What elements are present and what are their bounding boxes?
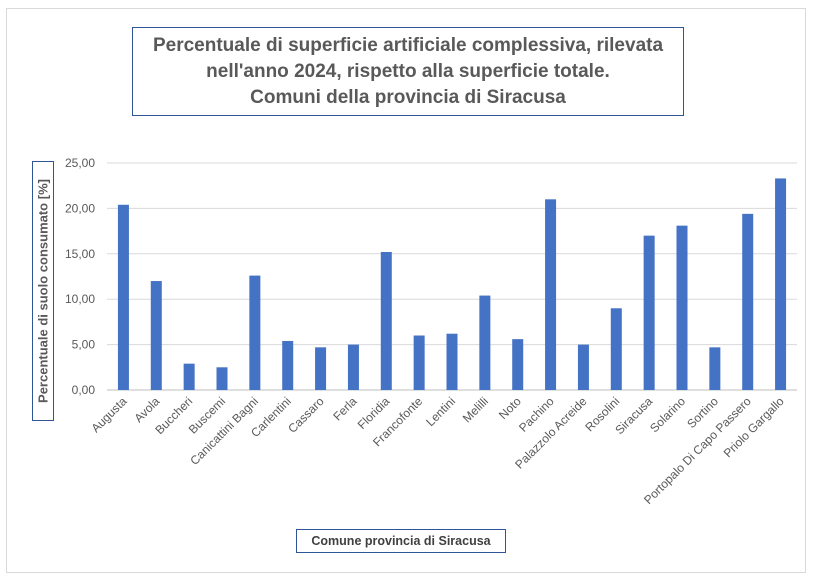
bar [643,235,655,390]
chart-title-box: Percentuale di superficie artificiale co… [132,27,684,116]
bar [282,340,294,390]
bar [512,339,524,390]
y-tick-label: 5,00 [72,338,96,352]
chart-title-line-1: Percentuale di superficie artificiale co… [152,34,664,56]
bar [380,251,392,390]
bar [479,295,491,390]
bar [216,367,228,390]
x-tick-label: Solarino [647,394,688,435]
y-tick-label: 15,00 [65,247,95,261]
bar [676,225,688,390]
bar [249,275,261,390]
x-axis-title: Comune provincia di Siracusa [311,534,491,548]
bar [775,178,787,390]
chart-title-line-3: Comuni della provincia di Siracusa [250,86,566,108]
bar [577,344,589,390]
bar [610,308,622,390]
bar [117,204,129,390]
y-tick-label: 0,00 [72,383,96,397]
x-tick-label: Cassaro [285,394,327,436]
bar [446,333,458,390]
y-axis-title-box: Percentuale di suolo consumato [%] [32,161,54,421]
x-tick-label: Siracusa [612,394,655,437]
x-axis-title-box: Comune provincia di Siracusa [296,529,506,553]
bar [545,199,557,390]
bar [315,347,327,390]
chart-title-line-2: nell'anno 2024, rispetto alla superficie… [206,60,610,82]
x-tick-label: Lentini [423,394,458,429]
bar [150,281,162,390]
bar [347,344,359,390]
y-tick-label: 25,00 [65,156,95,170]
x-tick-label: Noto [496,394,524,422]
x-tick-label: Ferla [330,394,359,423]
y-tick-label: 10,00 [65,292,95,306]
bar [709,347,721,390]
x-tick-label: Augusta [89,394,130,435]
bar [413,335,425,390]
y-tick-label: 20,00 [65,201,95,215]
chart-title: Percentuale di superficie artificiale co… [153,33,663,111]
x-tick-label: Melilli [460,394,491,425]
bar [183,363,195,390]
bar [742,213,754,390]
